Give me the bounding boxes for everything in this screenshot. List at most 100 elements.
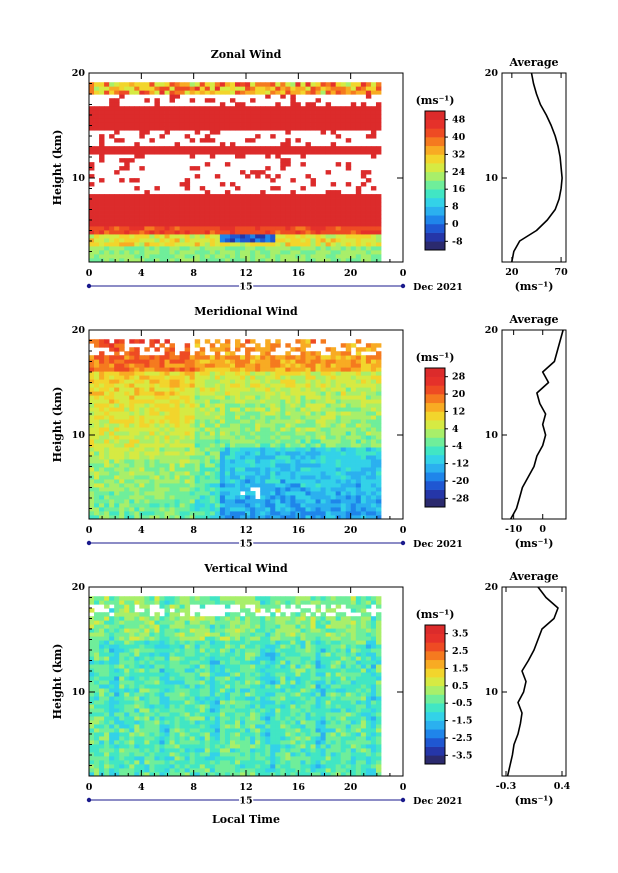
- heatmap-cell: [154, 491, 160, 496]
- heatmap-cell: [224, 499, 231, 504]
- heatmap-cell: [179, 487, 186, 492]
- heatmap-cell: [114, 596, 120, 601]
- heatmap-cell: [189, 479, 196, 484]
- heatmap-cell: [154, 254, 160, 259]
- heatmap-cell: [199, 146, 206, 151]
- heatmap-cell: [194, 234, 201, 239]
- heatmap-cell: [104, 503, 110, 508]
- heatmap-cell: [219, 423, 226, 428]
- heatmap-cell: [335, 82, 342, 87]
- heatmap-cell: [310, 375, 316, 380]
- heatmap-cell: [235, 194, 241, 199]
- heatmap-cell: [179, 214, 186, 219]
- heatmap-cell: [209, 419, 216, 424]
- heatmap-cell: [159, 483, 165, 488]
- heatmap-cell: [119, 760, 125, 765]
- heatmap-cell: [89, 684, 95, 689]
- heatmap-cell: [204, 399, 211, 404]
- heatmap-cell: [310, 423, 316, 428]
- heatmap-cell: [340, 254, 347, 259]
- heatmap-cell: [159, 427, 165, 432]
- heatmap-cell: [355, 214, 362, 219]
- heatmap-cell: [325, 238, 332, 243]
- heatmap-cell: [189, 210, 196, 215]
- heatmap-cell: [114, 258, 120, 263]
- heatmap-cell: [240, 431, 246, 436]
- heatmap-cell: [114, 700, 120, 705]
- heatmap-cell: [320, 451, 327, 456]
- heatmap-cell: [355, 399, 362, 404]
- heatmap-cell: [375, 246, 382, 251]
- heatmap-cell: [300, 443, 306, 448]
- heatmap-cell: [280, 198, 286, 203]
- heatmap-cell: [184, 194, 191, 199]
- heatmap-cell: [260, 242, 266, 247]
- heatmap-cell: [325, 246, 332, 251]
- heatmap-cell: [184, 90, 191, 95]
- heatmap-cell: [199, 234, 206, 239]
- heatmap-cell: [275, 355, 281, 360]
- heatmap-cell: [300, 407, 306, 412]
- heatmap-cell: [340, 511, 347, 516]
- heatmap-cell: [350, 375, 357, 380]
- heatmap-cell: [229, 371, 236, 376]
- heatmap-cell: [275, 379, 281, 384]
- heatmap-cell: [310, 82, 316, 87]
- heatmap-cell: [114, 708, 120, 713]
- heatmap-cell: [149, 447, 155, 452]
- heatmap-cell: [204, 515, 211, 520]
- heatmap-cell: [355, 395, 362, 400]
- heatmap-cell: [139, 728, 145, 733]
- heatmap-cell: [189, 443, 196, 448]
- heatmap-cell: [370, 254, 377, 259]
- heatmap-cell: [265, 491, 271, 496]
- heatmap-cell: [290, 347, 296, 352]
- heatmap-cell: [340, 363, 347, 368]
- heatmap-cell: [255, 471, 261, 476]
- heatmap-cell: [260, 395, 266, 400]
- heatmap-cell: [280, 222, 286, 227]
- heatmap-cell: [310, 395, 316, 400]
- heatmap-cell: [370, 451, 377, 456]
- heatmap-cell: [355, 403, 362, 408]
- heatmap-cell: [335, 455, 342, 460]
- heatmap-cell: [124, 238, 130, 243]
- heatmap-cell: [240, 503, 246, 508]
- heatmap-cell: [119, 764, 125, 769]
- heatmap-cell: [174, 379, 181, 384]
- heatmap-cell: [114, 608, 120, 613]
- heatmap-cell: [189, 98, 196, 103]
- heatmap-cell: [345, 343, 352, 348]
- heatmap-cell: [169, 431, 175, 436]
- heatmap-cell: [144, 399, 150, 404]
- heatmap-cell: [204, 451, 211, 456]
- heatmap-cell: [330, 106, 337, 111]
- heatmap-cell: [104, 720, 110, 725]
- heatmap-cell: [265, 202, 271, 207]
- heatmap-cell: [134, 680, 140, 685]
- heatmap-cell: [235, 363, 241, 368]
- heatmap-cell: [114, 347, 120, 352]
- heatmap-cell: [255, 359, 261, 364]
- heatmap-cell: [305, 467, 311, 472]
- heatmap-cell: [154, 375, 160, 380]
- heatmap-cell: [290, 451, 296, 456]
- heatmap-cell: [89, 431, 95, 436]
- heatmap-cell: [164, 451, 170, 456]
- heatmap-cell: [164, 110, 170, 115]
- heatmap-cell: [245, 507, 251, 512]
- heatmap-cell: [325, 447, 332, 452]
- heatmap-cell: [265, 487, 271, 492]
- heatmap-cell: [285, 459, 291, 464]
- heatmap-cell: [89, 624, 95, 629]
- heatmap-cell: [134, 740, 140, 745]
- heatmap-cell: [360, 427, 367, 432]
- heatmap-cell: [134, 154, 140, 159]
- heatmap-cell: [295, 395, 301, 400]
- heatmap-cell: [295, 459, 301, 464]
- heatmap-cell: [99, 403, 105, 408]
- heatmap-cell: [134, 150, 140, 155]
- heatmap-cell: [179, 210, 186, 215]
- heatmap-cell: [189, 475, 196, 480]
- heatmap-cell: [104, 250, 110, 255]
